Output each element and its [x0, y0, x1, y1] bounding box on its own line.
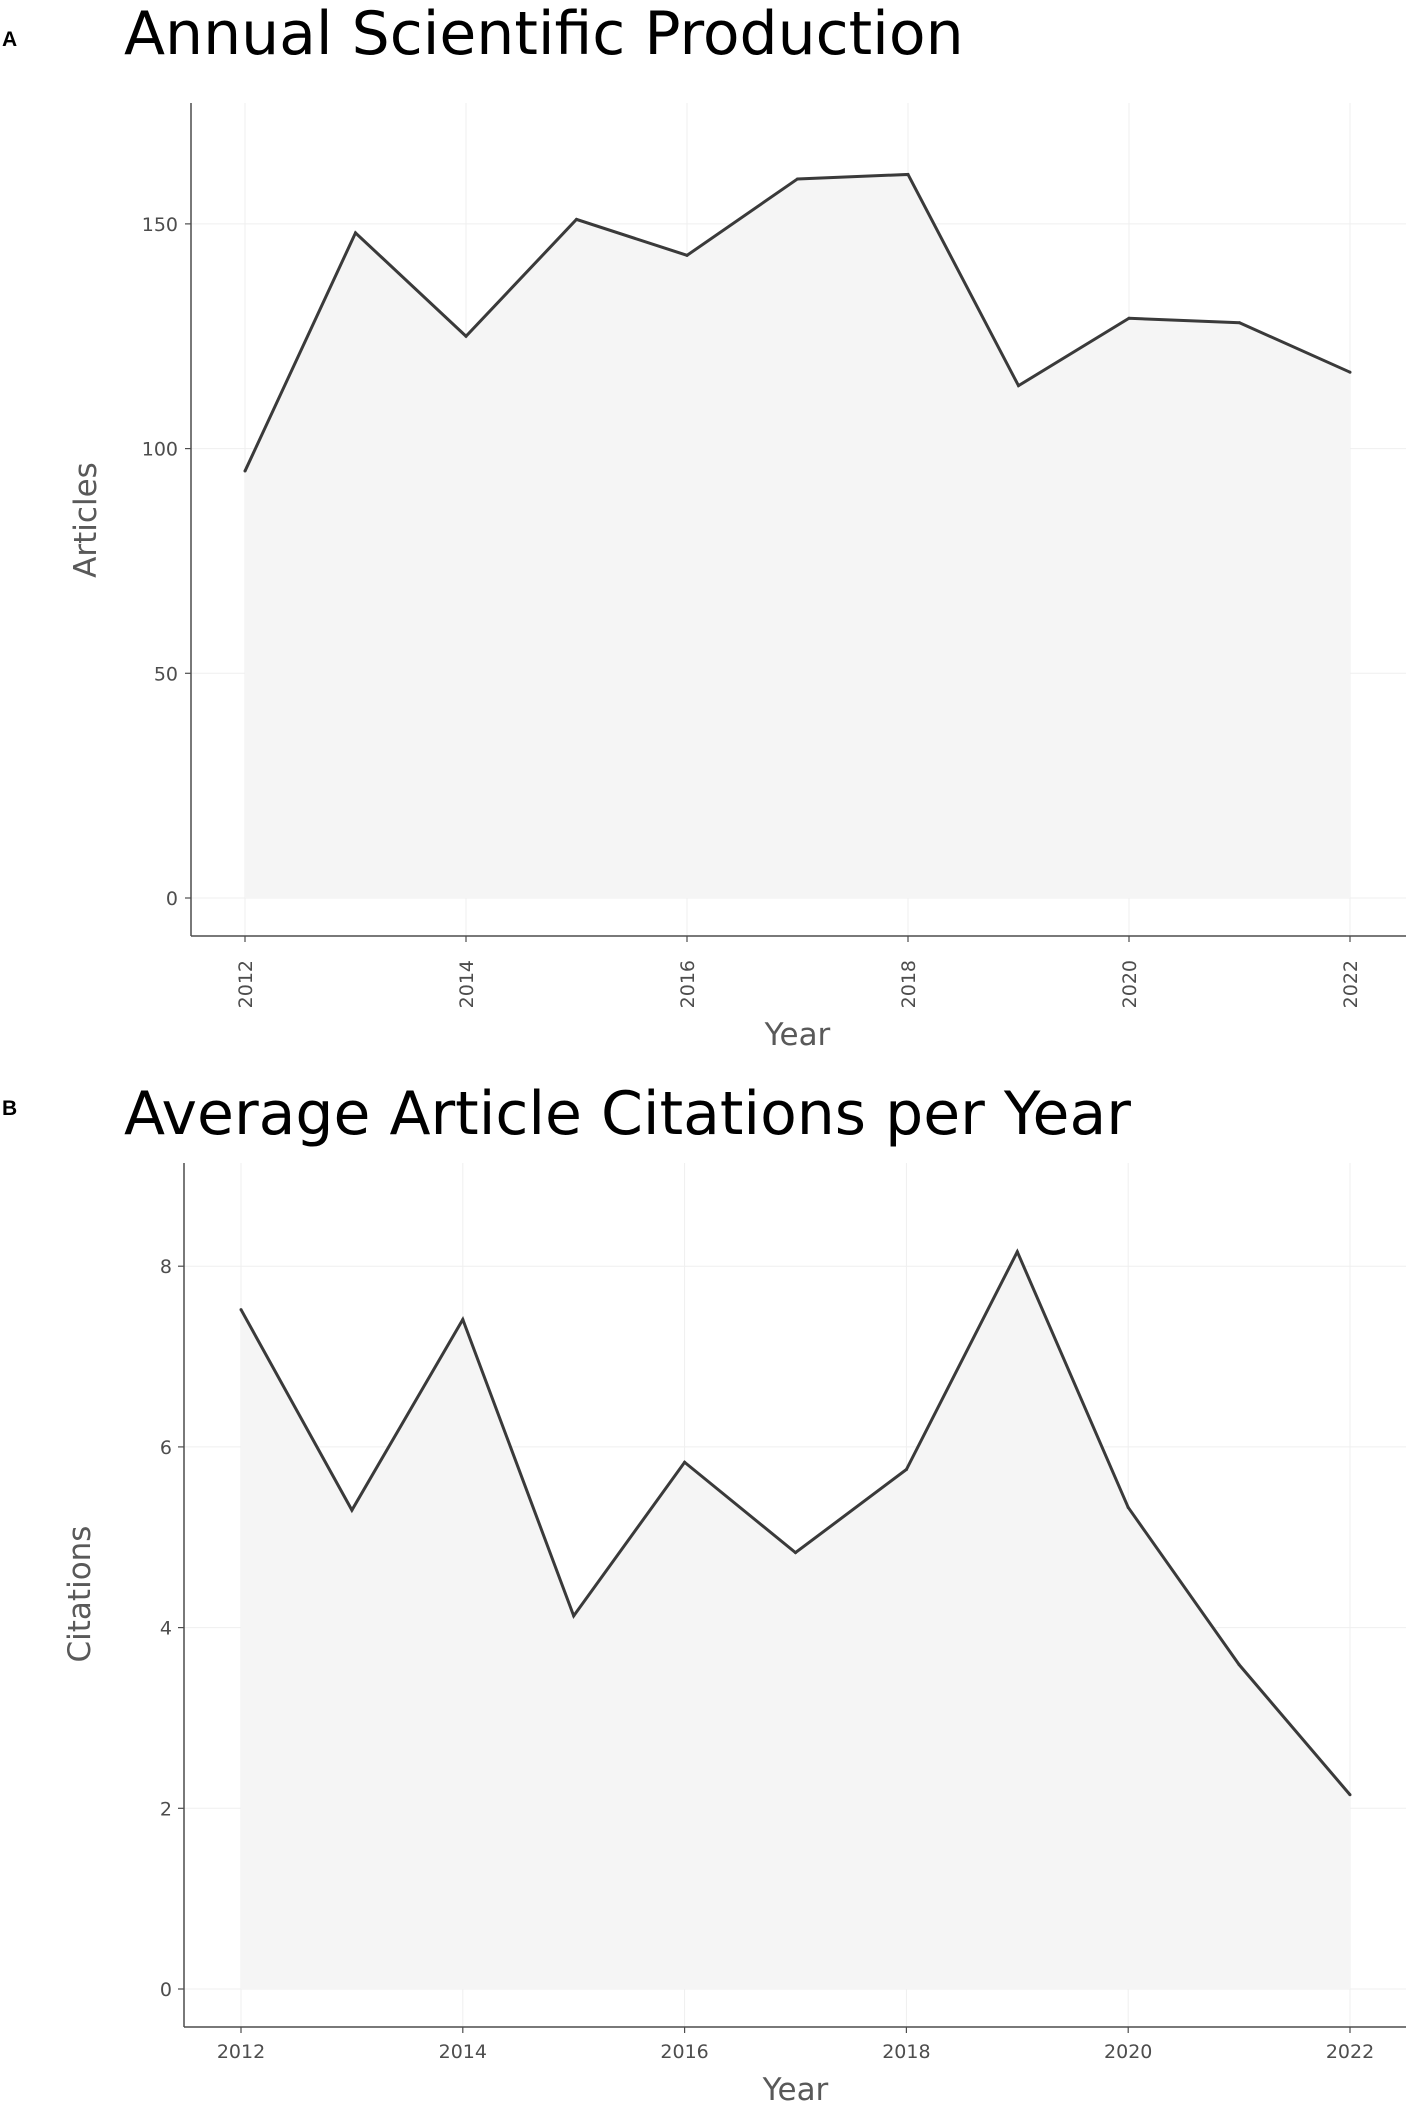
data-point-a-2018 [906, 172, 910, 176]
data-point-a-2014 [464, 334, 468, 338]
data-point-a-2017 [796, 177, 799, 181]
y-tick-label: 4 [160, 1618, 172, 1640]
panel-a-letter: A [2, 28, 18, 51]
y-tick-label: 6 [160, 1437, 172, 1459]
x-tick-label: 2020 [1119, 960, 1141, 1008]
data-point-a-2021 [1238, 321, 1241, 325]
area-fill-a [245, 174, 1350, 899]
data-point-b-2015 [572, 1614, 576, 1618]
data-point-b-2022 [1348, 1793, 1352, 1797]
y-tick-label: 8 [160, 1256, 172, 1278]
x-tick-label: 2014 [439, 2041, 487, 2063]
y-axis-title: Citations [62, 1526, 98, 1663]
x-tick-label: 2018 [898, 960, 920, 1008]
x-tick-label: 2012 [235, 960, 257, 1008]
data-point-b-2014 [461, 1318, 465, 1322]
x-axis-title: Year [764, 1017, 831, 1053]
x-axis-title: Year [762, 2072, 829, 2102]
y-tick-label: 50 [154, 663, 178, 685]
data-point-b-2020 [1126, 1505, 1130, 1509]
x-tick-label: 2016 [660, 2041, 708, 2063]
chart-b: 0 2 4 6 8 2012 2014 2016 2018 2020 2022 Year Citatio… [62, 1163, 1406, 2102]
chart-a-title: Annual Scientific Production [124, 0, 964, 69]
data-point-a-2012 [243, 469, 247, 473]
data-point-b-2012 [239, 1308, 243, 1312]
x-tick-label: 2014 [456, 960, 478, 1008]
data-point-a-2016 [685, 253, 689, 257]
data-point-b-2019 [1015, 1250, 1019, 1254]
y-tick-label: 150 [142, 214, 178, 236]
x-tick-label: 2012 [217, 2041, 265, 2063]
data-point-a-2019 [1017, 384, 1020, 388]
chart-a: 0 50 100 150 2012 2014 2016 2018 2020 2022 Year Art… [68, 103, 1406, 1053]
x-tick-label: 2022 [1340, 960, 1362, 1008]
data-point-b-2021 [1237, 1663, 1241, 1667]
data-point-a-2015 [575, 217, 578, 221]
panel-b-letter: B [2, 1097, 18, 1120]
y-tick-label: 0 [166, 888, 178, 910]
data-point-b-2017 [794, 1551, 797, 1555]
data-point-b-2016 [683, 1460, 687, 1464]
data-point-b-2018 [904, 1467, 908, 1471]
y-tick-label: 100 [142, 439, 178, 461]
chart-b-title: Average Article Citations per Year [124, 1079, 1131, 1149]
data-point-a-2022 [1348, 370, 1352, 374]
y-tick-label: 2 [160, 1798, 172, 1820]
area-fill-b [241, 1251, 1350, 1989]
y-tick-label: 0 [160, 1979, 172, 2001]
data-point-b-2013 [350, 1508, 354, 1512]
y-axis-title: Articles [68, 462, 104, 578]
data-point-a-2013 [354, 231, 357, 235]
x-tick-label: 2020 [1104, 2041, 1152, 2063]
x-tick-label: 2022 [1326, 2041, 1374, 2063]
data-point-a-2020 [1127, 316, 1131, 320]
x-tick-label: 2016 [677, 960, 699, 1008]
x-tick-label: 2018 [882, 2041, 930, 2063]
